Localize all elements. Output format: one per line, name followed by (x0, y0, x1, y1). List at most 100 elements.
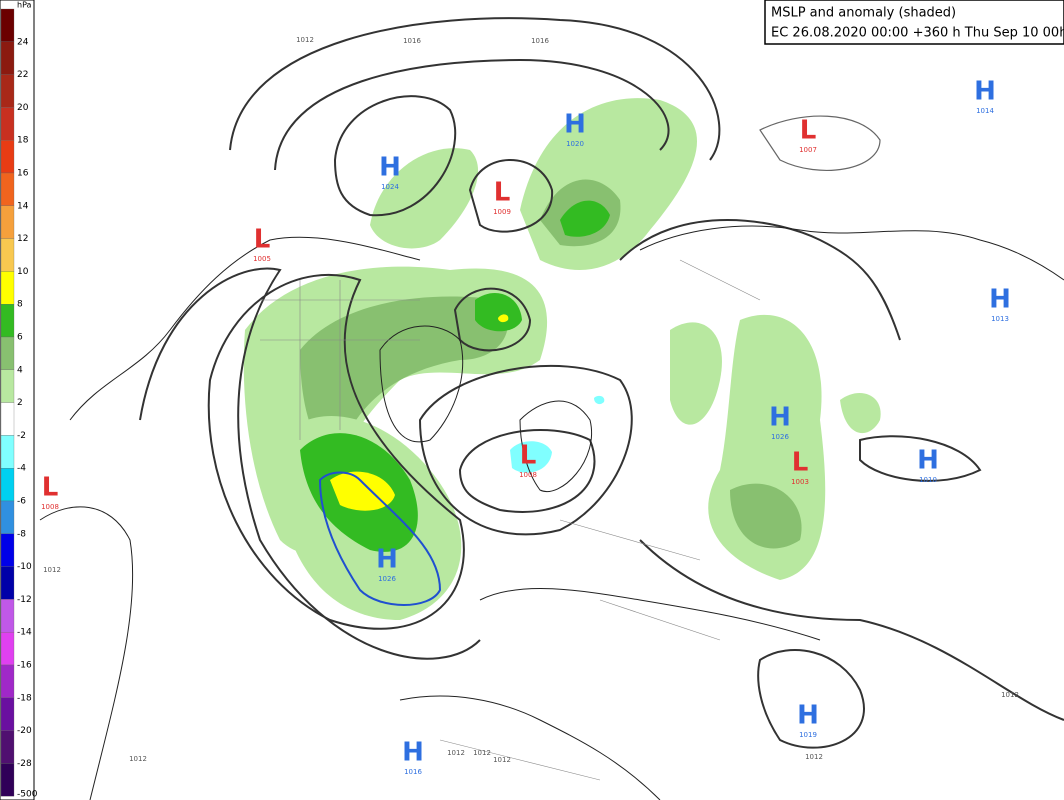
colorbar-swatch (0, 730, 15, 764)
center-letter: H (379, 153, 401, 183)
colorbar-label: -20 (17, 726, 32, 736)
colorbar-label: -14 (17, 628, 32, 638)
colorbar-label: 22 (17, 70, 28, 80)
colorbar-label: -28 (17, 759, 32, 769)
colorbar-swatch (0, 172, 15, 206)
center-value: 1007 (799, 146, 817, 154)
title-line-2: EC 26.08.2020 00:00 +360 h Thu Sep 10 00… (771, 26, 1064, 41)
center-value: 1026 (378, 575, 396, 583)
colorbar-swatch (0, 566, 15, 600)
isobar-label: 1012 (1001, 691, 1019, 699)
anomaly-contour (318, 471, 442, 606)
colorbar-label: -16 (17, 661, 32, 671)
colorbar-swatch (0, 74, 15, 108)
title-box: MSLP and anomaly (shaded) EC 26.08.2020 … (764, 0, 1064, 45)
center-value: 1026 (771, 433, 789, 441)
colorbar-label: 18 (17, 136, 29, 146)
isobar-label: 1016 (403, 37, 421, 45)
colorbar-swatch (0, 8, 15, 42)
colorbar-label: -500 (17, 790, 38, 800)
center-letter: H (797, 701, 819, 731)
coastlines (39, 225, 1064, 800)
center-letter: H (769, 403, 791, 433)
colorbar: hPa 24 22 20 18 16 14 12 10 8 6 4 2 -2 -4 -6 -8 -10 -12 -14… (0, 0, 38, 800)
colorbar-label: -4 (17, 464, 26, 474)
center-value: 1009 (493, 208, 511, 216)
colorbar-label: -6 (17, 497, 26, 507)
colorbar-swatch (0, 41, 15, 75)
colorbar-swatch (0, 763, 15, 797)
anomaly-shading (243, 98, 881, 620)
center-letter: L (42, 473, 59, 503)
isobar-label: 1016 (531, 37, 549, 45)
center-value: 1014 (976, 107, 994, 115)
center-letter: L (792, 448, 809, 478)
isobars (139, 17, 1064, 749)
colorbar-unit: hPa (17, 1, 32, 10)
center-value: 1019 (799, 731, 817, 739)
center-value: 1008 (41, 503, 59, 511)
colorbar-label: 24 (17, 37, 29, 47)
colorbar-label: 2 (17, 398, 23, 408)
colorbar-label: -2 (17, 431, 26, 441)
center-value: 1003 (791, 478, 809, 486)
isobar-label: 1012 (296, 36, 314, 44)
center-letter: L (494, 178, 511, 208)
center-letter: L (254, 225, 271, 255)
colorbar-swatch (0, 271, 15, 305)
center-letter: H (376, 545, 398, 575)
colorbar-swatch (0, 402, 15, 436)
center-value: 1005 (253, 255, 271, 263)
colorbar-label: 8 (17, 300, 23, 310)
colorbar-swatch (0, 140, 15, 174)
colorbar-swatch (0, 632, 15, 666)
isobar-label: 1012 (129, 755, 147, 763)
isobar-label: 1012 (493, 756, 511, 764)
center-letter: H (402, 738, 424, 768)
colorbar-label: -10 (17, 562, 32, 572)
center-value: 1008 (519, 471, 537, 479)
colorbar-swatch (0, 664, 15, 698)
isobar-label: 1012 (43, 566, 61, 574)
center-value: 1013 (991, 315, 1009, 323)
center-value: 1010 (919, 476, 937, 484)
colorbar-swatch (0, 500, 15, 534)
colorbar-label: 16 (17, 169, 29, 179)
colorbar-swatch (0, 238, 15, 272)
title-line-1: MSLP and anomaly (shaded) (771, 6, 956, 21)
colorbar-label: 10 (17, 267, 29, 277)
center-letter: H (974, 77, 996, 107)
center-letter: H (917, 446, 939, 476)
isobar-label: 1012 (805, 753, 823, 761)
colorbar-swatch (0, 107, 15, 141)
colorbar-swatch (0, 205, 15, 239)
title-frame (764, 0, 1064, 45)
colorbar-label: 4 (17, 365, 23, 375)
center-letter: H (989, 285, 1011, 315)
colorbar-label: 20 (17, 103, 29, 113)
center-letter: H (564, 110, 586, 140)
colorbar-swatch (0, 533, 15, 567)
center-value: 1024 (381, 183, 399, 191)
center-letter: L (520, 441, 537, 471)
colorbar-label: -12 (17, 595, 32, 605)
colorbar-swatch (0, 304, 15, 338)
colorbar-label: 14 (17, 201, 29, 211)
colorbar-label: 6 (17, 333, 23, 343)
colorbar-swatch (0, 697, 15, 731)
isobar-label: 1012 (447, 749, 465, 757)
center-value: 1020 (566, 140, 584, 148)
colorbar-swatch (0, 468, 15, 502)
colorbar-label: -18 (17, 693, 32, 703)
colorbar-label: -8 (17, 529, 26, 539)
colorbar-swatch (0, 435, 15, 469)
colorbar-swatch (0, 369, 15, 403)
isobar-label: 1012 (473, 749, 491, 757)
colorbar-swatch (0, 336, 15, 370)
colorbar-swatch (0, 599, 15, 633)
